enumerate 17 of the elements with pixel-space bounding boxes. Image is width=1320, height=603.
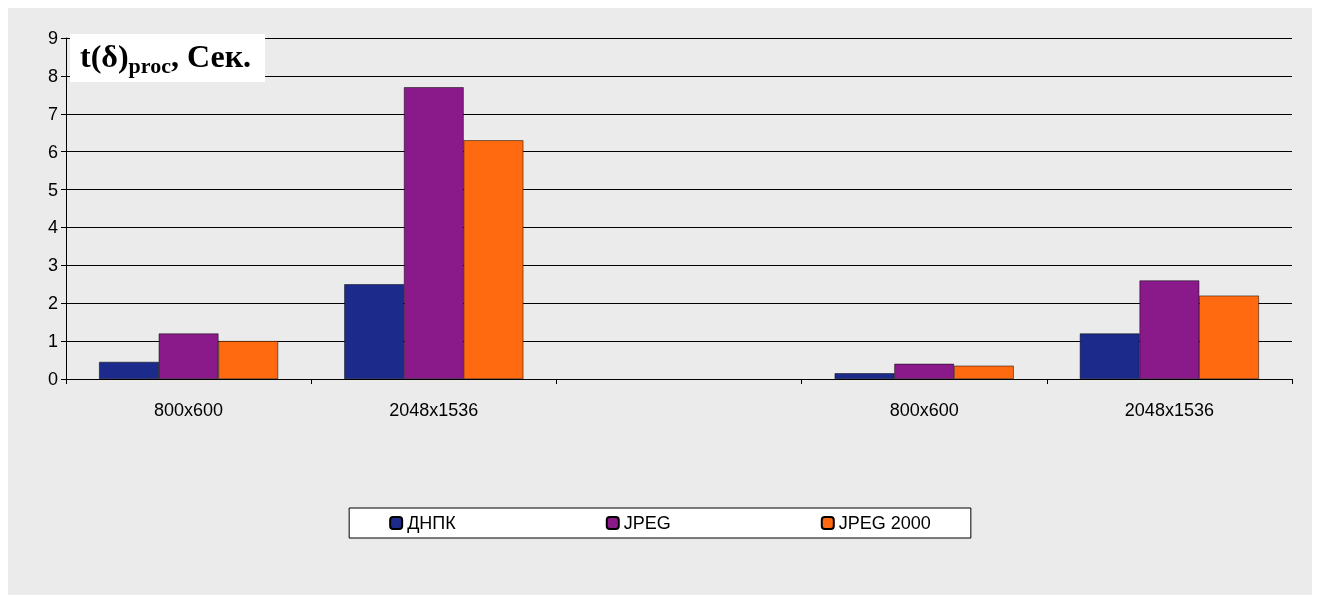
y-tick-label: 7 [47,103,58,124]
y-tick-label: 9 [47,28,58,48]
y-tick-label: 4 [47,217,58,238]
y-tick-label: 1 [47,331,58,352]
y-tick-label: 3 [47,255,58,276]
y-tick-label: 5 [47,179,58,200]
y-tick-label: 6 [47,141,58,162]
x-tick-label: 800x600 [889,400,959,420]
legend-label: JPEG [623,513,671,533]
y-tick-label: 0 [47,369,58,389]
y-tick-label: 8 [47,65,58,86]
legend-label: JPEG 2000 [838,513,931,533]
x-tick-label: 2048x1536 [389,400,479,420]
x-tick-label: 2048x1536 [1124,400,1214,420]
x-tick-label: 800x600 [154,400,224,420]
y-tick-label: 2 [47,293,58,314]
legend-label: ДНПК [407,513,457,533]
